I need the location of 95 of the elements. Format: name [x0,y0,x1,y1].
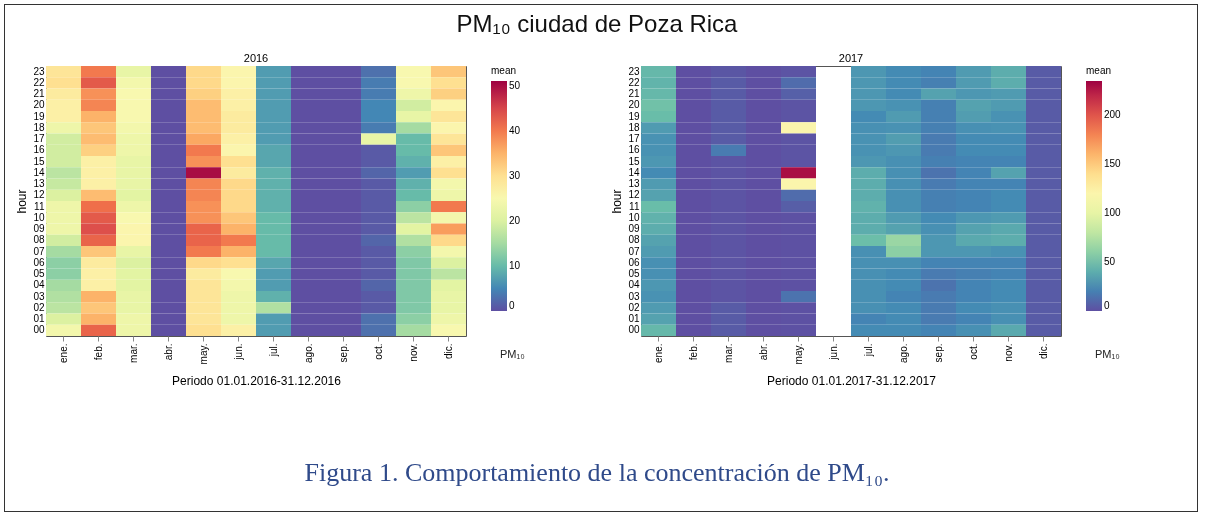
x-tick-label: mar. [127,343,139,363]
color-bar-label: 20 [509,214,521,226]
y-tick-label: 19 [33,110,45,122]
legend-title: mean [491,65,517,76]
y-tick-label: 07 [33,245,45,257]
y-tick-label: 22 [628,76,640,88]
color-bar-label: 40 [509,124,521,136]
color-bar-label: 150 [1104,158,1122,170]
x-tick-label: feb. [687,343,699,361]
y-tick-label: 10 [628,211,640,223]
color-bar-label: 0 [509,300,515,311]
color-bar-label: 100 [1104,207,1122,219]
y-tick-label: 09 [33,223,45,235]
y-tick-label: 01 [628,313,640,325]
y-tick-label: 01 [33,313,45,325]
y-tick-label: 12 [628,189,640,201]
chart-subtitle: 2016 [243,52,269,64]
y-tick-label: 05 [628,268,640,280]
y-tick-label: 21 [33,88,45,100]
y-tick-label: 05 [33,268,45,280]
y-tick-label: 02 [33,301,45,313]
y-tick-label: 12 [33,189,45,201]
y-tick-label: 23 [33,65,45,77]
y-tick-label: 03 [33,290,45,302]
color-bar-title: PM₁₀ [500,348,525,360]
y-tick-label: 00 [33,324,45,336]
text: Figura 1. Comportamiento de la concentración de PM₁₀. [303,458,891,488]
x-tick-label: dic. [1037,343,1049,360]
x-tick-label: may. [792,343,804,365]
y-tick-label: 22 [33,76,45,88]
y-tick-label: 11 [34,200,45,212]
x-axis-title: Periodo 01.01.2016-31.12.2016 [172,374,342,389]
x-tick-label: ene. [652,343,664,363]
y-tick-label: 11 [629,200,640,212]
y-tick-label: 13 [33,178,45,190]
y-tick-label: 03 [628,290,640,302]
color-bar-title: PM₁₀ [1095,348,1120,360]
x-tick-label: oct. [372,343,384,360]
y-tick-label: 06 [33,256,45,268]
x-tick-label: feb. [92,343,104,361]
x-tick-label: sep. [932,343,944,363]
y-tick-label: 20 [628,99,640,111]
color-bar-label: 50 [509,79,521,91]
y-tick-label: 10 [33,211,45,223]
y-tick-label: 18 [33,121,45,133]
x-axis-title: Periodo 01.01.2017-31.12.2017 [767,374,937,389]
x-tick-label: ago. [897,343,909,363]
y-tick-label: 17 [628,133,640,145]
color-bar-label: 200 [1104,109,1122,121]
y-tick-label: 06 [628,256,640,268]
y-tick-label: 15 [33,155,45,167]
x-tick-label: jul. [862,343,874,358]
y-tick-label: 16 [33,144,45,156]
x-tick-label: ene. [57,343,69,363]
y-tick-label: 13 [628,178,640,190]
y-tick-label: 23 [628,65,640,77]
y-tick-label: 09 [628,223,640,235]
y-tick-label: 18 [628,121,640,133]
text: PM₁₀ ciudad de Poza Rica [455,10,739,38]
x-tick-label: sep. [337,343,349,363]
chart-subtitle: 2017 [838,52,864,64]
y-tick-label: 16 [628,144,640,156]
x-tick-label: nov. [1002,343,1014,362]
y-tick-label: 08 [628,234,640,246]
x-tick-label: dic. [442,343,454,360]
color-bar-label: 30 [509,169,521,181]
color-bar-label: 50 [1104,256,1116,268]
y-tick-label: 21 [628,88,640,100]
y-tick-label: 17 [33,133,45,145]
color-bar-label: 0 [1104,300,1110,311]
x-tick-label: jul. [267,343,279,358]
y-tick-label: 14 [33,166,45,178]
x-tick-label: jun. [232,343,244,361]
y-axis-title: hour [610,189,625,214]
x-tick-label: may. [197,343,209,365]
y-tick-label: 08 [33,234,45,246]
y-tick-label: 04 [33,279,45,291]
x-tick-label: ago. [302,343,314,363]
legend-title: mean [1086,65,1112,76]
y-tick-label: 07 [628,245,640,257]
x-tick-label: nov. [407,343,419,362]
x-tick-label: abr. [757,343,769,361]
y-axis-title: hour [15,189,30,214]
y-tick-label: 20 [33,99,45,111]
y-tick-label: 00 [628,324,640,336]
color-bar-label: 10 [509,259,521,271]
y-tick-label: 19 [628,110,640,122]
y-tick-label: 02 [628,301,640,313]
y-tick-label: 15 [628,155,640,167]
x-tick-label: abr. [162,343,174,361]
x-tick-label: mar. [722,343,734,363]
y-tick-label: 14 [628,166,640,178]
y-tick-label: 04 [628,279,640,291]
x-tick-label: oct. [967,343,979,360]
x-tick-label: jun. [827,343,839,361]
